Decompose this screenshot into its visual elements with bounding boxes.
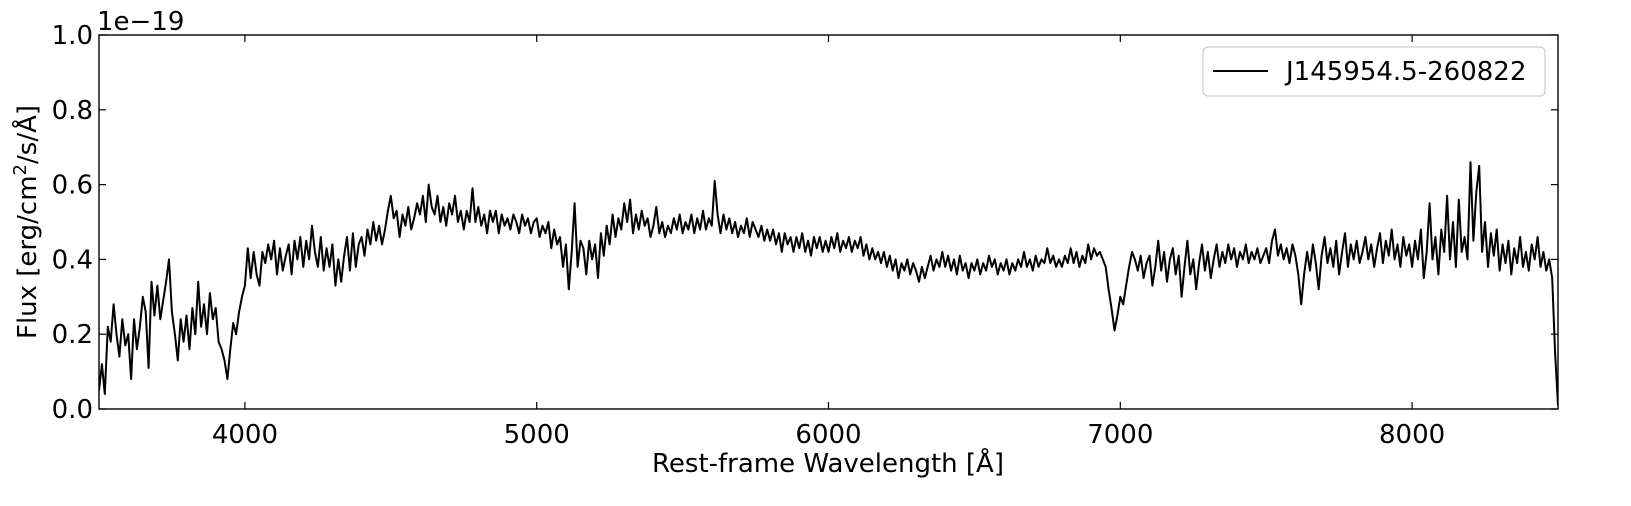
y-tick-label: 0.6: [52, 171, 93, 201]
x-tick-label: 8000: [1379, 420, 1445, 450]
y-axis-label-tail: /s/Å]: [11, 105, 43, 164]
x-tick-label: 4000: [212, 420, 278, 450]
y-tick-label: 1.0: [52, 21, 93, 51]
x-axis-label: Rest-frame Wavelength [Å]: [652, 447, 1004, 479]
y-offset-label: 1e−19: [97, 7, 184, 37]
y-tick-label: 0.0: [52, 395, 93, 425]
x-tick-label: 7000: [1087, 420, 1153, 450]
y-axis-label-superscript: 2: [10, 164, 31, 175]
x-tick-label: 6000: [795, 420, 861, 450]
y-tick-labels: 0.0 0.2 0.4 0.6 0.8 1.0: [52, 21, 93, 425]
x-tick-labels: 4000 5000 6000 7000 8000: [212, 420, 1445, 450]
legend: J145954.5-260822: [1202, 46, 1546, 97]
legend-label: J145954.5-260822: [1284, 57, 1526, 87]
plot-frame: [98, 34, 1559, 410]
x-tick-label: 5000: [504, 420, 570, 450]
y-axis-label-main: Flux [erg/cm: [13, 175, 43, 339]
y-tick-label: 0.8: [52, 96, 93, 126]
y-tick-label: 0.4: [52, 245, 93, 275]
legend-box: [1202, 46, 1546, 97]
y-axis-label: Flux [erg/cm2/s/Å]: [10, 105, 43, 339]
y-tick-label: 0.2: [52, 320, 93, 350]
spectrum-line: [99, 161, 1558, 406]
